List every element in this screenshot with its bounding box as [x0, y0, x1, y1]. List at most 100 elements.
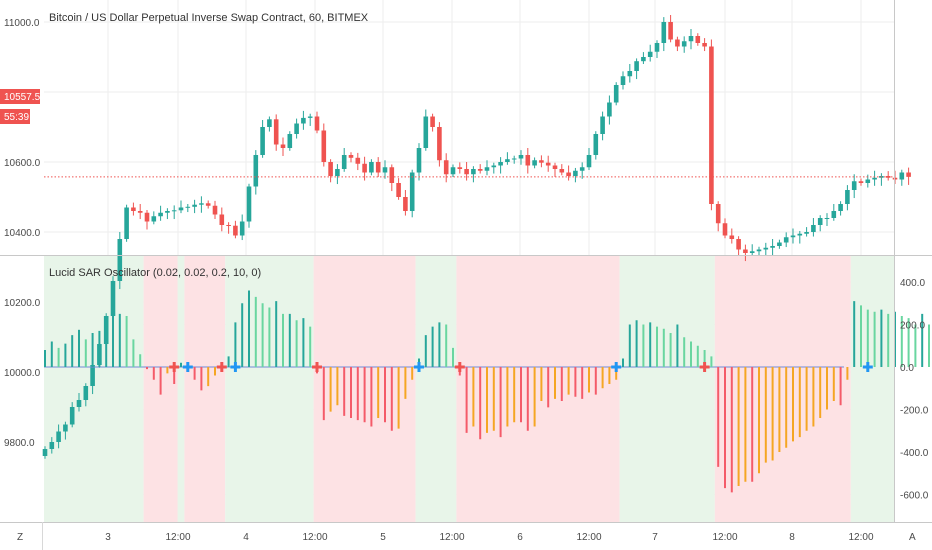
candle-body[interactable]: [76, 400, 82, 407]
candle-body[interactable]: [545, 162, 551, 166]
candle-body[interactable]: [267, 119, 272, 127]
candle-body[interactable]: [579, 167, 585, 171]
candle-body[interactable]: [600, 116, 605, 135]
candle-body[interactable]: [341, 155, 347, 169]
candle-body[interactable]: [90, 365, 95, 386]
candle-body[interactable]: [797, 233, 803, 236]
candle-body[interactable]: [695, 36, 701, 43]
candle-body[interactable]: [518, 155, 524, 159]
candle-body[interactable]: [709, 46, 714, 205]
candle-body[interactable]: [171, 210, 177, 212]
candle-body[interactable]: [362, 163, 367, 173]
candle-body[interactable]: [743, 249, 748, 254]
candle-body[interactable]: [124, 207, 129, 240]
candle-body[interactable]: [369, 162, 374, 173]
candle-body[interactable]: [273, 119, 279, 145]
price-axis[interactable]: 11000.010800.010600.010400.010200.010000…: [4, 18, 41, 449]
candle-body[interactable]: [586, 155, 592, 168]
candle-body[interactable]: [260, 127, 265, 155]
candle-body[interactable]: [647, 51, 653, 57]
candle-body[interactable]: [416, 148, 422, 173]
candle-body[interactable]: [498, 162, 503, 166]
candle-body[interactable]: [831, 211, 837, 218]
candle-body[interactable]: [42, 449, 48, 456]
candle-body[interactable]: [246, 186, 252, 222]
candle-body[interactable]: [620, 76, 626, 85]
candle-body[interactable]: [681, 41, 687, 47]
candle-body[interactable]: [423, 116, 429, 149]
candle-body[interactable]: [151, 216, 157, 222]
candle-body[interactable]: [749, 251, 755, 253]
candle-body[interactable]: [566, 172, 571, 177]
candle-body[interactable]: [899, 172, 905, 180]
candle-body[interactable]: [280, 144, 286, 149]
candle-body[interactable]: [389, 167, 395, 183]
candle-body[interactable]: [511, 158, 517, 160]
candle-body[interactable]: [661, 22, 667, 43]
candle-body[interactable]: [56, 431, 61, 443]
candle-body[interactable]: [729, 235, 735, 240]
oscillator-axis[interactable]: 400.0 200.0 0.0 -200.0 -400.0 -600.0: [900, 278, 929, 502]
candle-body[interactable]: [872, 177, 877, 180]
candle-body[interactable]: [348, 155, 354, 158]
candle-body[interactable]: [607, 102, 612, 117]
candle-body[interactable]: [403, 197, 408, 211]
candle-body[interactable]: [69, 407, 75, 425]
candle-body[interactable]: [355, 157, 361, 164]
candle-body[interactable]: [573, 170, 578, 176]
candle-body[interactable]: [702, 43, 707, 47]
price-candles[interactable]: [42, 15, 911, 459]
candle-body[interactable]: [239, 221, 245, 236]
candle-body[interactable]: [464, 169, 469, 175]
candle-body[interactable]: [253, 155, 259, 187]
candle-body[interactable]: [49, 442, 55, 449]
candle-body[interactable]: [226, 225, 231, 226]
candle-body[interactable]: [375, 162, 381, 173]
candle-body[interactable]: [212, 205, 218, 215]
candle-body[interactable]: [219, 214, 225, 226]
candle-body[interactable]: [287, 134, 293, 148]
candle-body[interactable]: [321, 130, 327, 163]
time-axis[interactable]: 3 12:00 4 12:00 5 12:00 6 12:00 7 12:00 8 12:00: [105, 532, 874, 543]
candle-body[interactable]: [294, 123, 299, 135]
candle-body[interactable]: [457, 167, 463, 169]
candle-body[interactable]: [83, 386, 89, 400]
candle-body[interactable]: [137, 211, 143, 213]
candle-body[interactable]: [396, 183, 401, 197]
candle-body[interactable]: [865, 179, 871, 184]
candle-body[interactable]: [110, 281, 116, 316]
candle-body[interactable]: [430, 116, 435, 128]
candle-body[interactable]: [437, 127, 442, 161]
candle-body[interactable]: [783, 237, 789, 243]
candle-body[interactable]: [851, 181, 857, 190]
candle-body[interactable]: [301, 117, 306, 124]
candle-body[interactable]: [471, 169, 476, 175]
candle-body[interactable]: [675, 39, 680, 47]
candle-body[interactable]: [722, 223, 728, 236]
candle-body[interactable]: [205, 203, 211, 206]
candle-body[interactable]: [756, 249, 762, 252]
scroll-left-button[interactable]: Z: [17, 532, 23, 543]
candle-body[interactable]: [117, 239, 123, 281]
candle-body[interactable]: [450, 167, 456, 175]
candle-body[interactable]: [382, 167, 388, 173]
candle-body[interactable]: [777, 242, 782, 247]
candle-body[interactable]: [790, 235, 796, 238]
candle-body[interactable]: [668, 22, 673, 40]
candle-body[interactable]: [443, 160, 449, 175]
candle-body[interactable]: [838, 204, 843, 211]
candle-body[interactable]: [688, 36, 694, 42]
candle-body[interactable]: [409, 172, 415, 212]
candle-body[interactable]: [552, 165, 558, 170]
candle-body[interactable]: [505, 159, 510, 162]
candle-body[interactable]: [654, 43, 660, 52]
candle-body[interactable]: [484, 167, 490, 171]
candle-body[interactable]: [824, 218, 830, 219]
candle-body[interactable]: [525, 155, 531, 166]
candle-body[interactable]: [63, 424, 68, 432]
candle-body[interactable]: [477, 169, 483, 171]
candle-body[interactable]: [233, 225, 238, 236]
candle-body[interactable]: [593, 134, 599, 155]
candle-body[interactable]: [613, 85, 619, 103]
